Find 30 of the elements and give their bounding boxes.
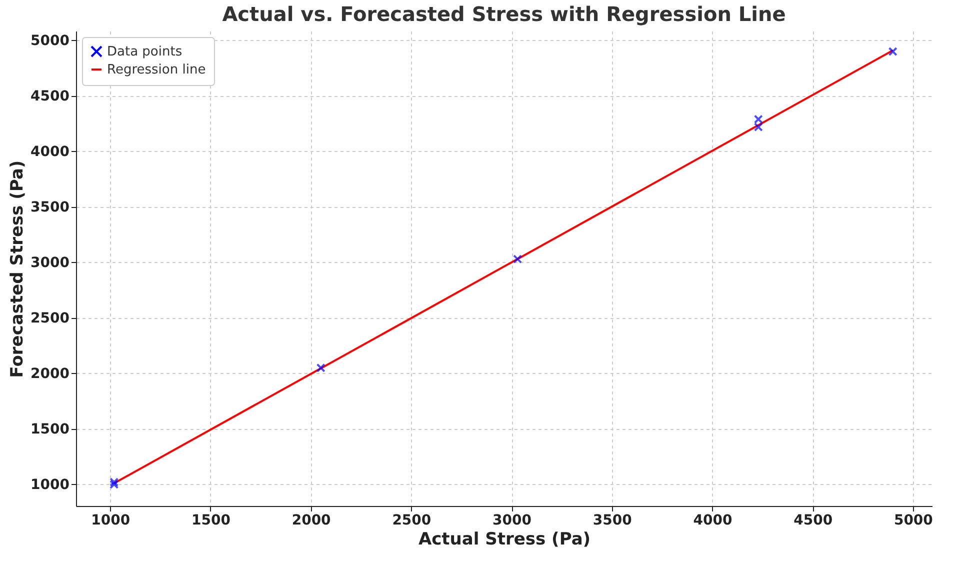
y-tick-label: 4500 bbox=[30, 88, 70, 104]
y-axis-title: Forecasted Stress (Pa) bbox=[8, 160, 28, 378]
x-tick-label: 2000 bbox=[292, 512, 332, 528]
x-tick-label: 3500 bbox=[592, 512, 632, 528]
x-tick-label: 4000 bbox=[693, 512, 732, 528]
y-tick-label: 1500 bbox=[30, 421, 70, 438]
y-tick-label: 4000 bbox=[30, 144, 70, 160]
chart-title: Actual vs. Forecasted Stress with Regression Line bbox=[222, 2, 786, 26]
y-tick-label: 1000 bbox=[30, 476, 70, 493]
point bbox=[754, 122, 763, 132]
x-tick-label: 1500 bbox=[191, 512, 231, 528]
x-tick-label: 5000 bbox=[894, 512, 934, 528]
point bbox=[513, 254, 522, 264]
point bbox=[110, 478, 119, 487]
point bbox=[754, 114, 763, 124]
point bbox=[316, 363, 326, 372]
x-tick-label: 3000 bbox=[492, 512, 532, 528]
legend-label: Regression line bbox=[107, 62, 206, 78]
y-tick-label: 3000 bbox=[30, 254, 70, 271]
x-tick-label: 1000 bbox=[91, 512, 130, 528]
x-axis-title: Actual Stress (Pa) bbox=[418, 530, 591, 550]
y-tick-label: 5000 bbox=[30, 32, 70, 49]
x-tick-label: 2500 bbox=[392, 512, 432, 528]
y-tick-label: 3500 bbox=[30, 199, 70, 216]
x-tick-label: 4500 bbox=[794, 512, 833, 528]
legend-label: Data points bbox=[107, 44, 182, 60]
point bbox=[888, 46, 898, 56]
point bbox=[110, 480, 119, 489]
y-tick-label: 2500 bbox=[30, 310, 70, 326]
y-tick-label: 2000 bbox=[30, 366, 70, 382]
